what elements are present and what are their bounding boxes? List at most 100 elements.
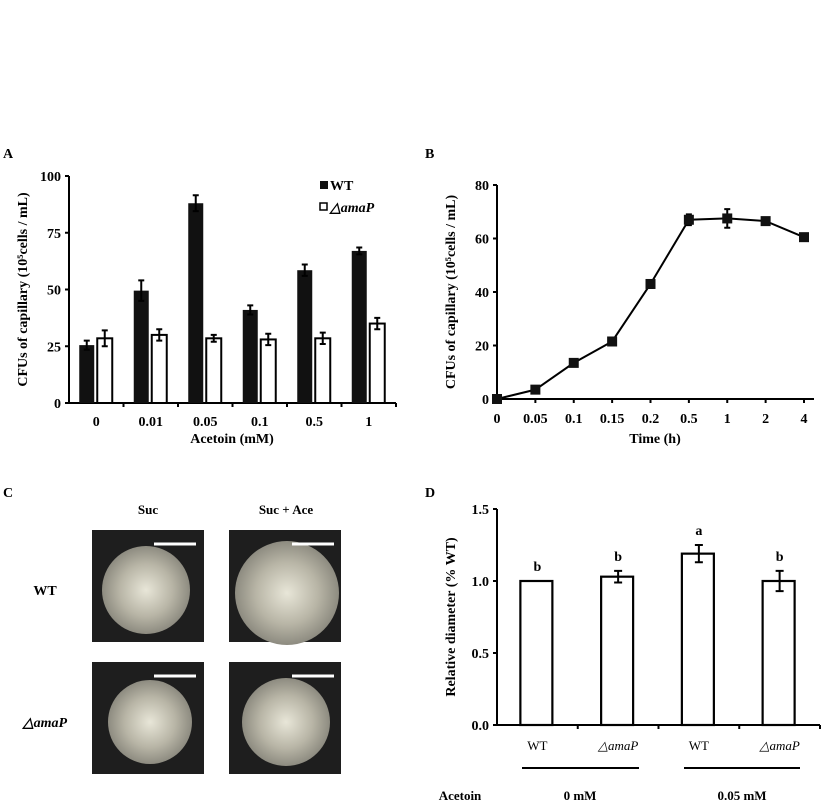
bar-amap bbox=[150, 333, 168, 404]
significance-letter: b bbox=[776, 550, 784, 565]
x-tick-label: 0.05 bbox=[523, 412, 548, 427]
y-tick-label: 1.5 bbox=[472, 503, 490, 518]
bar-wt bbox=[242, 309, 258, 403]
y-tick-label: 20 bbox=[475, 340, 489, 355]
x-tick-label: △amaP bbox=[758, 738, 799, 753]
legend-swatch-amap bbox=[319, 202, 328, 211]
group-label: 0.05 mM bbox=[717, 788, 766, 803]
photo-amap-suc-ace bbox=[229, 662, 341, 774]
panel-letter-d: D bbox=[425, 486, 435, 501]
panel-letter-a: A bbox=[3, 147, 14, 162]
data-point bbox=[607, 336, 618, 347]
bar bbox=[761, 579, 796, 727]
group-label: 0 mM bbox=[564, 788, 597, 803]
x-tick-label: 1 bbox=[365, 415, 372, 430]
x-tick-label: 0.2 bbox=[642, 412, 660, 427]
panel-letter-c: C bbox=[3, 486, 13, 501]
error-bar bbox=[192, 194, 199, 213]
y-tick-label: 0 bbox=[54, 397, 61, 412]
data-point bbox=[722, 213, 733, 224]
data-point bbox=[530, 384, 541, 395]
chart-d: 0.0 0.5 1.0 1.5 b WT b △amaP a WT b △amaP Acetoin 0 m… bbox=[439, 503, 821, 803]
error-bar bbox=[374, 316, 381, 331]
bar-amap bbox=[96, 337, 114, 404]
error-bar bbox=[101, 329, 108, 348]
y-tick-label: 80 bbox=[475, 179, 489, 194]
data-point bbox=[645, 278, 656, 289]
data-point bbox=[760, 216, 771, 227]
error-bar bbox=[614, 569, 623, 584]
photo-wt-suc-ace bbox=[229, 530, 341, 645]
error-bar bbox=[265, 332, 272, 347]
bar bbox=[680, 552, 715, 727]
legend-swatch-wt bbox=[320, 181, 328, 189]
y-tick-label: 75 bbox=[47, 227, 61, 242]
error-bar bbox=[775, 569, 784, 593]
x-tick-label: WT bbox=[689, 738, 709, 753]
photo-amap-suc bbox=[92, 662, 204, 774]
bar bbox=[519, 579, 554, 727]
legend-label-amap: △amaP bbox=[329, 201, 375, 216]
y-tick-label: 25 bbox=[47, 340, 61, 355]
column-label-suc-ace: Suc + Ace bbox=[259, 502, 314, 517]
x-axis-label: Acetoin (mM) bbox=[190, 432, 274, 447]
error-bar bbox=[83, 339, 90, 351]
y-tick-label: 50 bbox=[47, 284, 61, 299]
x-tick-label: 0 bbox=[494, 412, 501, 427]
error-bar bbox=[694, 544, 703, 564]
bar-amap bbox=[314, 337, 332, 404]
chart-a: 0 25 50 75 100 0 0.01 0.05 0.1 0.5 1 Acetoin (mM) CF… bbox=[16, 170, 397, 447]
bar-amap bbox=[368, 322, 386, 404]
x-tick-label: 2 bbox=[762, 412, 769, 427]
error-bar bbox=[247, 304, 254, 316]
y-axis-label: CFUs of capillary (10⁵cells / mL) bbox=[444, 195, 459, 390]
column-label-suc: Suc bbox=[138, 502, 158, 517]
error-bar bbox=[319, 331, 326, 345]
significance-letter: a bbox=[695, 524, 702, 539]
x-tick-label: WT bbox=[527, 738, 547, 753]
y-tick-label: 0.5 bbox=[472, 647, 490, 662]
data-point bbox=[492, 394, 502, 404]
error-bar bbox=[301, 263, 308, 277]
series-line bbox=[496, 217, 805, 400]
bar-wt bbox=[297, 270, 313, 403]
y-tick-label: 1.0 bbox=[472, 575, 490, 590]
bar bbox=[600, 575, 635, 727]
x-tick-label: 0.1 bbox=[251, 415, 269, 430]
x-tick-label: △amaP bbox=[597, 738, 638, 753]
bar-amap bbox=[205, 337, 223, 404]
panel-letter-b: B bbox=[425, 147, 434, 162]
panel-c: Suc Suc + Ace WT △amaP bbox=[22, 502, 341, 774]
x-tick-label: 0.1 bbox=[565, 412, 583, 427]
bar-wt bbox=[351, 250, 367, 403]
y-tick-label: 40 bbox=[475, 286, 489, 301]
error-bar bbox=[356, 246, 363, 256]
data-point bbox=[683, 214, 694, 225]
row-label-amap: △amaP bbox=[22, 716, 68, 731]
y-tick-label: 0 bbox=[482, 393, 489, 408]
error-bar bbox=[156, 328, 163, 342]
bar-wt bbox=[188, 203, 204, 403]
bar-amap bbox=[259, 338, 277, 405]
x-axis-label: Time (h) bbox=[629, 432, 681, 447]
group-row-label: Acetoin bbox=[439, 788, 482, 803]
x-tick-label: 0.01 bbox=[139, 415, 164, 430]
significance-letter: b bbox=[533, 560, 541, 575]
legend-label-wt: WT bbox=[330, 179, 354, 194]
y-axis-label: CFUs of capillary (10⁵cells / mL) bbox=[16, 192, 31, 387]
y-tick-label: 60 bbox=[475, 233, 489, 248]
x-tick-label: 0.05 bbox=[193, 415, 218, 430]
y-tick-label: 0.0 bbox=[472, 719, 490, 734]
x-tick-label: 0 bbox=[93, 415, 100, 430]
error-bar bbox=[138, 279, 145, 302]
y-tick-label: 100 bbox=[40, 170, 61, 185]
photo-wt-suc bbox=[92, 530, 204, 642]
x-tick-label: 0.5 bbox=[680, 412, 698, 427]
chart-b: 0 20 40 60 80 0 0.05 0.1 0.15 0.2 0.5 1 2 4 Time (h) CF… bbox=[444, 179, 814, 447]
x-tick-label: 0.5 bbox=[306, 415, 324, 430]
significance-letter: b bbox=[614, 550, 622, 565]
bar-wt bbox=[133, 290, 149, 403]
row-label-wt: WT bbox=[33, 584, 57, 599]
x-tick-label: 4 bbox=[801, 412, 808, 427]
